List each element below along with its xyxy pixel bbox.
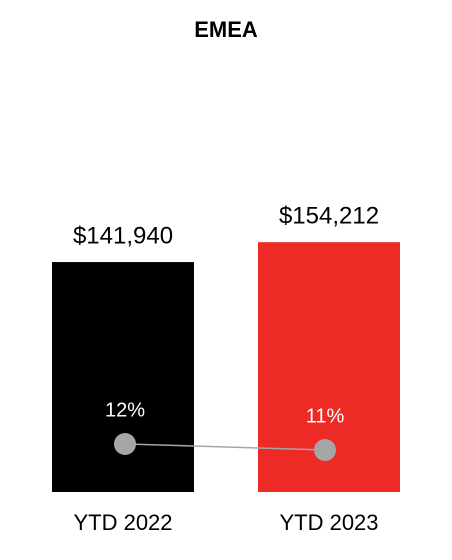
line-marker [114, 433, 136, 455]
chart-title: EMEA [194, 17, 258, 42]
bar [52, 262, 194, 492]
x-tick-label: YTD 2023 [279, 510, 378, 535]
line-value-label: 11% [306, 405, 345, 427]
line [124, 443, 326, 451]
value-label: $154,212 [279, 203, 379, 230]
value-label: $141,940 [73, 222, 173, 249]
line-value-label: 12% [105, 399, 145, 421]
x-tick-label: YTD 2022 [73, 510, 172, 535]
line-marker [314, 439, 336, 461]
